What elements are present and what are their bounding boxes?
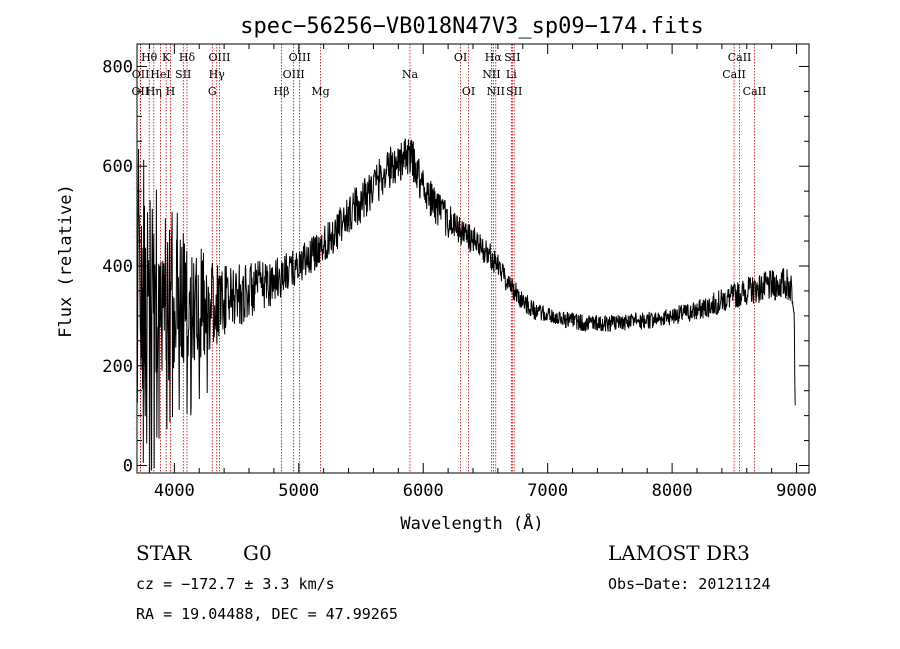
line-label-19: NII [482, 68, 500, 81]
y-tick-label-4: 800 [102, 57, 133, 77]
obs-date-text: Obs−Date: 20121124 [608, 575, 771, 593]
line-label-18: OI [462, 85, 475, 98]
chart-title: spec−56256−VB018N47V3_sp09−174.fits [240, 14, 704, 39]
line-label-14: OIII [289, 51, 311, 64]
line-label-7: SII [175, 68, 191, 81]
spectral-line-labels: OIIOIIHθHηHeIKHSIIHδGHγOIIIHβOIIIOIIIMgN… [132, 51, 767, 98]
line-label-13: OIII [283, 68, 305, 81]
line-label-24: SII [506, 85, 522, 98]
line-label-20: Hα [485, 51, 503, 64]
y-tick-label-3: 600 [102, 157, 133, 177]
y-tick-label-2: 400 [102, 257, 133, 277]
object-subclass: G0 [243, 541, 272, 565]
axis-ticks: 4000 5000 6000 7000 8000 9000 0 200 400 600 800 [102, 44, 817, 501]
x-tick-label-4: 8000 [652, 481, 693, 501]
line-label-3: Hη [146, 85, 162, 98]
x-tick-label-2: 6000 [403, 481, 444, 501]
line-label-9: G [208, 85, 217, 98]
x-axis-label: Wavelength (Å) [400, 512, 543, 534]
line-label-2: Hθ [141, 51, 158, 64]
x-tick-label-5: 9000 [776, 481, 817, 501]
line-label-5: K [162, 51, 171, 64]
coords-text: RA = 19.04488, DEC = 47.99265 [136, 605, 398, 623]
x-tick-label-1: 5000 [278, 481, 319, 501]
x-tick-label-3: 7000 [527, 481, 568, 501]
line-label-26: CaII [728, 51, 752, 64]
line-label-21: NII [487, 85, 505, 98]
y-axis-label: Flux (relative) [56, 184, 76, 338]
line-label-6: H [166, 85, 176, 98]
line-label-1: OII [132, 68, 150, 81]
line-label-10: Hγ [209, 68, 226, 81]
line-label-25: CaII [722, 68, 746, 81]
object-type: STAR [136, 541, 192, 565]
line-label-17: OI [454, 51, 467, 64]
line-label-11: OIII [208, 51, 230, 64]
redshift-text: cz = −172.7 ± 3.3 km/s [136, 575, 335, 593]
line-label-22: Li [506, 68, 517, 81]
x-tick-label-0: 4000 [154, 481, 195, 501]
line-label-15: Mg [311, 85, 329, 98]
line-label-23: SII [504, 51, 520, 64]
spectrum-series [136, 138, 796, 471]
survey-name: LAMOST DR3 [608, 541, 750, 565]
line-label-12: Hβ [274, 85, 290, 98]
line-label-16: Na [402, 68, 419, 81]
plot-frame [136, 43, 810, 474]
spectral-line-markers [139, 44, 755, 473]
y-tick-label-1: 200 [102, 357, 133, 377]
line-label-4: HeI [150, 68, 170, 81]
line-label-8: Hδ [179, 51, 196, 64]
line-label-27: CaII [743, 85, 767, 98]
y-tick-label-0: 0 [123, 457, 133, 477]
